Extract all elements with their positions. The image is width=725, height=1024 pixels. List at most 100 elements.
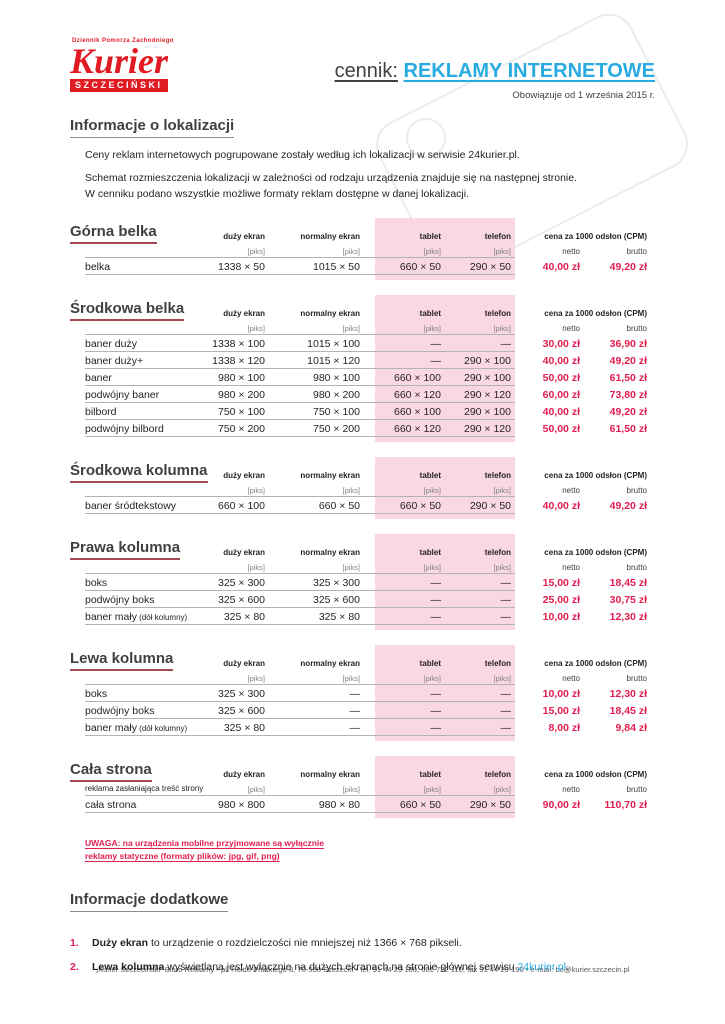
col-header-telefon: telefon xyxy=(484,770,511,780)
info-line: W cenniku podano wszystkie możliwe forma… xyxy=(85,187,469,200)
size-tablet: — xyxy=(430,354,442,367)
size-normalny-ekran: 660 × 50 xyxy=(318,499,360,512)
size-duzy-ekran: 325 × 600 xyxy=(217,593,265,606)
price-netto: 10,00 zł xyxy=(542,687,580,700)
size-duzy-ekran: 1338 × 100 xyxy=(212,337,265,350)
table-row: podwójny boks 325 × 600 325 × 600 — — 25,00 z… xyxy=(70,591,655,609)
row-name: podwójny boks xyxy=(85,593,155,606)
row-name: baner duży xyxy=(85,337,137,350)
unit-label: [piks] xyxy=(342,563,360,573)
netto-label: netto xyxy=(562,563,580,573)
table-title-cell: Środkowa kolumna xyxy=(70,462,208,484)
size-normalny-ekran: 980 × 200 xyxy=(312,388,360,401)
price-brutto: 49,20 zł xyxy=(609,499,647,512)
size-tablet: — xyxy=(430,593,442,606)
location-info-section: Informacje o lokalizacji Ceny reklam int… xyxy=(70,117,655,202)
mobile-columns-highlight xyxy=(375,645,515,742)
table-title-cell: Prawa kolumna xyxy=(70,539,195,561)
row-name: podwójny boks xyxy=(85,704,155,717)
table-title-cell: Górna belka xyxy=(70,223,195,245)
price-netto: 15,00 zł xyxy=(542,576,580,589)
mobile-notice: UWAGA: na urządzenia mobilne przyjmowane… xyxy=(85,837,655,863)
pricing-table: Lewa kolumna duży ekran normalny ekran tabl… xyxy=(70,645,655,742)
col-header-tablet: tablet xyxy=(419,309,441,319)
table-title: Środkowa belka xyxy=(70,300,185,322)
unit-label: [piks] xyxy=(493,563,511,573)
table-row: baner duży+ 1338 × 120 1015 × 120 — 290 × 10… xyxy=(70,352,655,370)
table-subheader-row: [piks] [piks] [piks] [piks] netto brutto xyxy=(70,483,655,498)
page-title: cennik: REKLAMY INTERNETOWE xyxy=(335,60,655,83)
kurier-logo: Dziennik Pomorza Zachodniego Kurier SZCZ… xyxy=(70,38,174,93)
table-row: cała strona 980 × 800 980 × 80 660 × 50 290 … xyxy=(70,796,655,814)
brutto-label: brutto xyxy=(626,785,647,795)
table-title-cell: Środkowa belka xyxy=(70,300,195,322)
size-duzy-ekran: 1338 × 120 xyxy=(212,354,265,367)
table-row: baner mały (dół kolumny) 325 × 80 325 × 80… xyxy=(70,608,655,626)
col-header-normalny-ekran: normalny ekran xyxy=(300,770,360,780)
price-brutto: 18,45 zł xyxy=(609,704,647,717)
col-header-tablet: tablet xyxy=(419,471,441,481)
price-brutto: 9,84 zł xyxy=(615,721,647,734)
valid-from-date: Obowiązuje od 1 września 2015 r. xyxy=(512,90,655,101)
row-name: bilbord xyxy=(85,405,117,418)
price-brutto: 73,80 zł xyxy=(609,388,647,401)
size-telefon: — xyxy=(500,704,512,717)
pricing-table: Górna belka duży ekran normalny ekran table… xyxy=(70,218,655,281)
size-tablet: 660 × 50 xyxy=(399,499,441,512)
24kurier-link[interactable]: 24kurier.pl xyxy=(517,961,566,974)
pricing-table: Prawa kolumna duży ekran normalny ekran tab… xyxy=(70,534,655,631)
additional-info-section: Informacje dodatkowe 1. Duży ekran to ur… xyxy=(70,891,655,975)
size-duzy-ekran: 980 × 100 xyxy=(217,371,265,384)
unit-label: [piks] xyxy=(247,674,265,684)
size-tablet: — xyxy=(430,576,442,589)
unit-label: [piks] xyxy=(342,247,360,257)
table-title: Cała strona xyxy=(70,761,152,783)
col-header-duzy-ekran: duży ekran xyxy=(223,471,265,481)
row-name: podwójny bilbord xyxy=(85,422,164,435)
note-bold-term: Lewa kolumna xyxy=(92,961,165,974)
row-name-note: (dół kolumny) xyxy=(136,612,188,622)
size-normalny-ekran: 750 × 100 xyxy=(312,405,360,418)
size-telefon: — xyxy=(500,337,512,350)
unit-label: [piks] xyxy=(493,486,511,496)
pricing-table: Środkowa kolumna duży ekran normalny ekran… xyxy=(70,457,655,520)
size-normalny-ekran: — xyxy=(349,704,361,717)
price-netto: 50,00 zł xyxy=(542,371,580,384)
size-duzy-ekran: 980 × 200 xyxy=(217,388,265,401)
note-bold-term: Duży ekran xyxy=(92,936,149,949)
section-title-lokalizacja: Informacje o lokalizacji xyxy=(70,117,235,138)
unit-label: [piks] xyxy=(247,247,265,257)
unit-label: [piks] xyxy=(493,324,511,334)
col-header-cpm-price: cena za 1000 odsłon (CPM) xyxy=(544,309,647,319)
table-row: podwójny bilbord 750 × 200 750 × 200 660 × … xyxy=(70,420,655,438)
price-netto: 90,00 zł xyxy=(542,798,580,811)
header: Dziennik Pomorza Zachodniego Kurier SZCZ… xyxy=(70,38,655,101)
size-telefon: — xyxy=(500,593,512,606)
size-tablet: — xyxy=(430,687,442,700)
size-duzy-ekran: 1338 × 50 xyxy=(217,260,265,273)
size-normalny-ekran: 1015 × 50 xyxy=(312,260,360,273)
mobile-columns-highlight xyxy=(375,534,515,631)
row-name: boks xyxy=(85,687,108,700)
netto-label: netto xyxy=(562,324,580,334)
brutto-label: brutto xyxy=(626,486,647,496)
mobile-columns-highlight xyxy=(375,756,515,819)
price-brutto: 18,45 zł xyxy=(609,576,647,589)
size-normalny-ekran: 325 × 300 xyxy=(312,576,360,589)
unit-label: [piks] xyxy=(342,486,360,496)
unit-label: [piks] xyxy=(493,674,511,684)
table-subtitle: reklama zasłaniająca treść strony xyxy=(85,784,204,794)
info-line: Schemat rozmieszczenia lokalizacji w zal… xyxy=(85,171,578,184)
size-duzy-ekran: 750 × 200 xyxy=(217,422,265,435)
size-normalny-ekran: 750 × 200 xyxy=(312,422,360,435)
col-header-telefon: telefon xyxy=(484,232,511,242)
unit-label: [piks] xyxy=(423,563,441,573)
row-name: boks xyxy=(85,576,108,589)
unit-label: [piks] xyxy=(342,324,360,334)
price-brutto: 30,75 zł xyxy=(609,593,647,606)
note-body: wyświetlana jest wyłącznie na dużych ekr… xyxy=(164,961,518,974)
price-netto: 60,00 zł xyxy=(542,388,580,401)
mobile-columns-highlight xyxy=(375,457,515,520)
netto-label: netto xyxy=(562,486,580,496)
